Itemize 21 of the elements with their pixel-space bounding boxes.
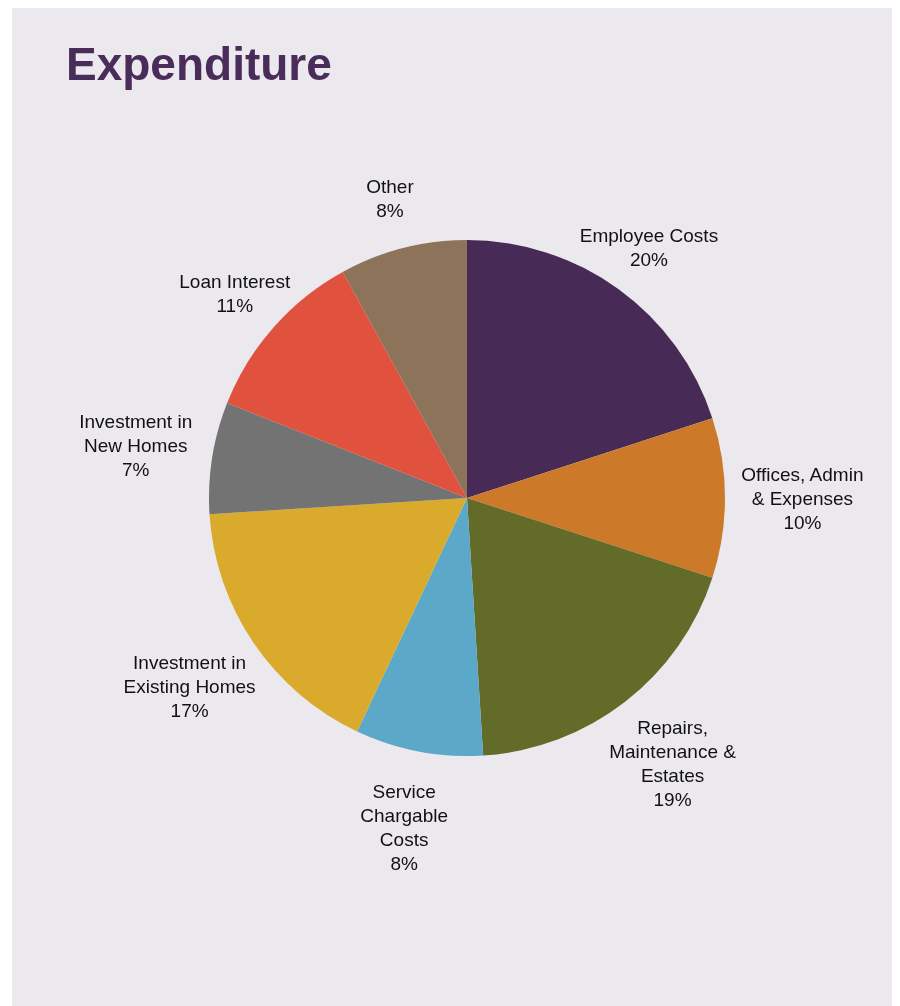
pie-slice (209, 403, 467, 515)
data-label: 7% (121, 459, 150, 481)
data-label: 17% (170, 700, 209, 722)
slice-label: Other (366, 175, 415, 197)
pie-slice (357, 498, 484, 756)
pie-slice (342, 240, 467, 498)
data-label: 19% (653, 788, 692, 810)
slice-label: Loan Interest (179, 270, 291, 292)
slice-label: Investment in Existing Homes (123, 652, 256, 698)
chart-title: Expenditure (66, 38, 332, 90)
slice-label: Repairs, Maintenance & Estates (609, 716, 737, 786)
pie-slice (467, 418, 725, 578)
data-label: 8% (376, 199, 404, 221)
data-label: 11% (216, 294, 254, 316)
slice-label: Employee Costs (579, 225, 719, 247)
data-label: 8% (390, 853, 418, 875)
data-label: 20% (629, 249, 669, 271)
slice-label: Service Chargable Costs (360, 781, 448, 851)
slice-label: Investment in New Homes (79, 411, 193, 457)
slice-label: Offices, Admin & Expenses (741, 463, 864, 509)
data-label: 10% (783, 511, 822, 533)
